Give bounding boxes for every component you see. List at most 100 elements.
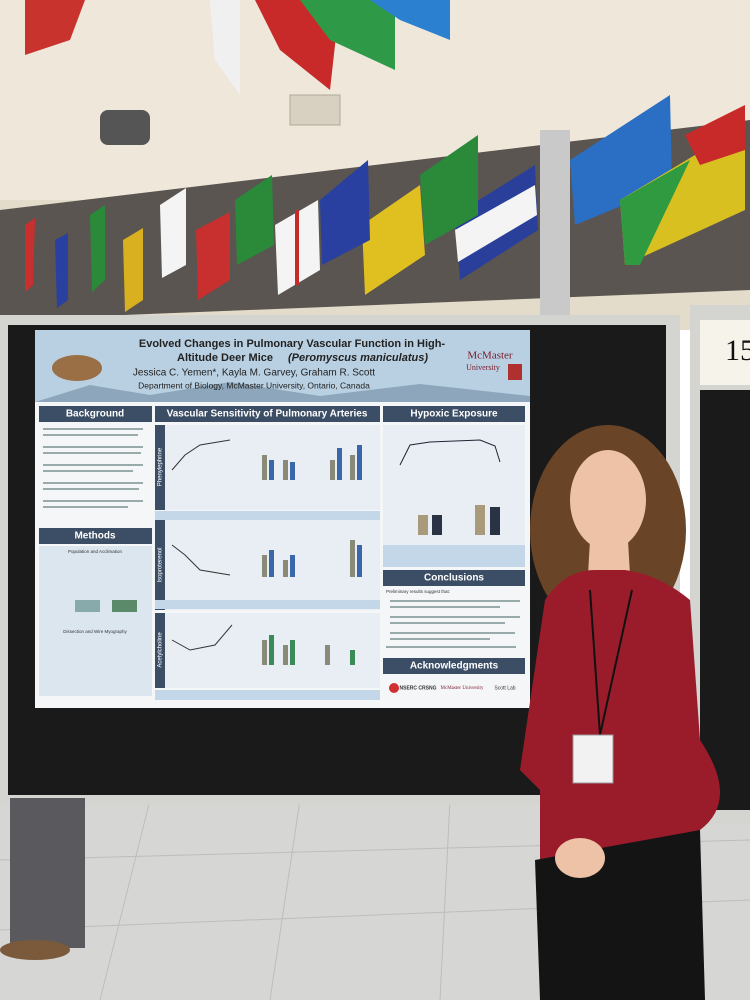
presenter [520,425,720,1000]
bar [418,515,428,535]
chamber-icon [112,600,137,612]
section-heading: Methods [74,531,116,542]
flag [320,160,370,265]
conclusions-intro: Preliminary results suggest that: [386,589,450,594]
bar [283,560,288,577]
figure-panel [155,613,380,688]
flag [235,175,274,265]
logo-text: McMaster [467,350,513,362]
bar [337,448,342,480]
section-heading: Acknowledgments [410,661,499,672]
flag [25,218,35,292]
bar [330,460,335,480]
face [570,450,646,550]
bar [357,445,362,480]
text-line [390,632,515,634]
drug-label: Acetylcholine [158,632,164,668]
flags [25,0,745,312]
figure-panel [383,425,525,545]
bar [325,645,330,665]
text-line [390,616,520,618]
bar [283,645,288,665]
text-line [390,622,505,624]
bar [262,455,267,480]
hands [555,838,605,878]
bar [350,455,355,480]
bar [357,545,362,577]
tile-line [439,799,451,1000]
bar [432,515,442,535]
sponsor: McMaster University [441,686,484,691]
text-line [43,470,133,472]
drug-tab [155,425,165,510]
bar [350,650,355,665]
neck [588,540,630,575]
mountains [35,382,530,402]
section-heading: Vascular Sensitivity of Pulmonary Arteri… [167,409,368,420]
tile-line [99,799,151,1000]
text-line [43,434,138,436]
visitor-legs [10,798,85,948]
figure-panel [155,520,380,610]
sponsor: Scott Lab [494,685,515,691]
section-heading-bg [39,406,152,422]
logo-text: University [466,363,500,372]
bar [290,640,295,665]
bar [269,550,274,577]
bars [262,445,362,665]
drug-tab [155,520,165,610]
section-heading: Conclusions [424,573,484,584]
lanyard [599,589,633,736]
flag [123,228,143,312]
lanyard [589,589,601,736]
tile-line [269,799,301,1000]
figure-panel [155,425,380,510]
visitor-shoe [0,940,70,960]
flag [362,185,425,295]
flag [55,233,68,308]
poster: Evolved Changes in Pulmonary Vascular Fu… [35,330,530,708]
text-line [43,464,143,466]
section-heading-bg [383,406,525,422]
vascular-panels: Phenylephrine Isoproterenol Acetylcholin… [155,425,380,700]
text-line [43,482,143,484]
vent [289,94,341,126]
background-text [43,428,143,508]
section-heading-bg [155,406,380,422]
drug-label: Phenylephrine [158,447,164,486]
caption-bar [155,600,380,609]
bar [475,505,485,535]
poster-title: Evolved Changes in Pulmonary Vascular Fu… [139,338,446,350]
text-line [390,638,490,640]
flag [90,205,105,292]
text-line [390,600,520,602]
caption-bar [383,545,525,567]
number-card [700,320,750,385]
flag [370,0,450,40]
bars [418,505,500,535]
poster-title-species: (Peromyscus maniculatus) [288,352,428,364]
sweater [520,570,720,860]
text-line [43,500,143,502]
text-line [390,606,500,608]
methods-subheading: Population and Acclimation [68,549,123,554]
nserc-icon [389,683,399,693]
poster-title: Altitude Deer Mice [177,352,273,364]
flag [420,135,478,245]
flag [160,188,186,278]
bar [350,540,355,577]
next-board-panel [700,390,750,810]
bar [283,460,288,480]
section-heading: Background [66,409,124,420]
text-line [43,452,141,454]
curve [171,544,231,576]
mouse [52,355,102,381]
sponsor: NSERC CRSNG [400,685,437,691]
board-number: 15 [725,334,750,367]
bar [262,555,267,577]
conclusions-text [386,600,520,648]
methods-subheading: Dissection and Wire Myography [63,629,127,634]
flag [25,0,85,55]
caption-bar [155,511,380,520]
